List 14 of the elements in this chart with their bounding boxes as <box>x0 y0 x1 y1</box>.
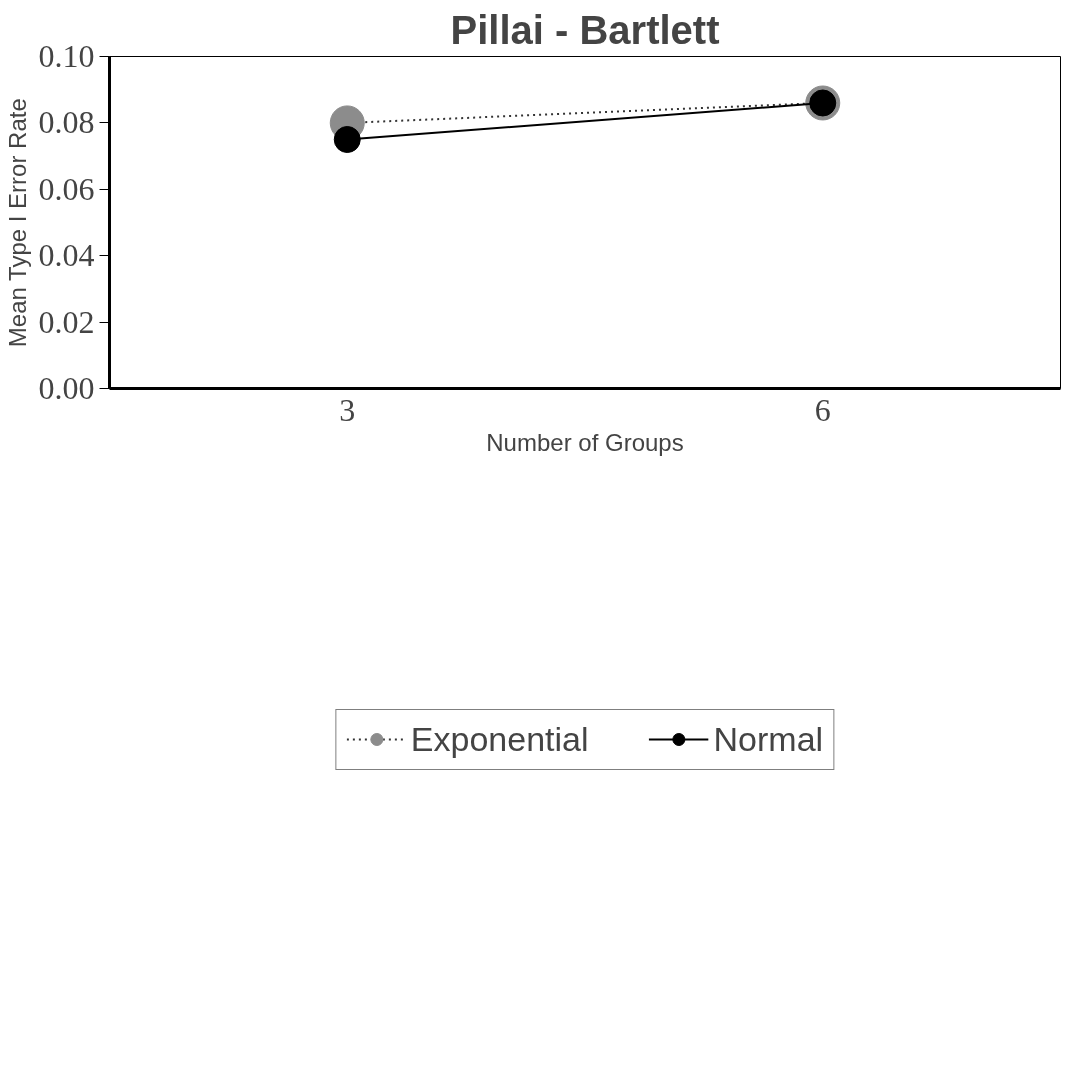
x-axis-title: Number of Groups <box>486 428 684 456</box>
y-axis-title: Mean Type I Error Rate <box>3 98 31 348</box>
x-tick-label: 3 <box>339 391 356 428</box>
y-tick-label: 0.06 <box>38 170 95 207</box>
y-tick-label: 0.04 <box>38 237 95 274</box>
legend-label: Normal <box>713 719 824 759</box>
y-tick-label: 0.08 <box>38 104 95 141</box>
y-tick-label: 0.10 <box>38 38 95 74</box>
y-tick-label: 0.00 <box>38 370 95 406</box>
x-tick-label: 6 <box>814 391 831 428</box>
point <box>333 126 361 153</box>
y-tick-label: 0.02 <box>38 303 95 340</box>
chart-title: Pillai - Bartlett <box>450 7 720 52</box>
legend-label: Exponential <box>410 719 589 759</box>
